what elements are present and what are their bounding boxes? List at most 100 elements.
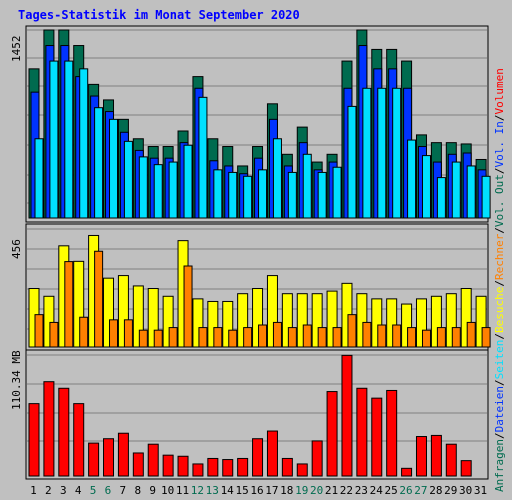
panel2-rechner-bar-day-12 xyxy=(198,327,208,348)
panel1-seiten-bar-day-18 xyxy=(287,171,297,219)
panel3-volumen-bar-day-26 xyxy=(401,467,413,477)
panel2-rechner-bar-day-21 xyxy=(332,327,342,348)
day-label-6: 6 xyxy=(105,484,112,497)
panel1-seiten-bar-day-6 xyxy=(109,118,119,219)
y-max-labels: 1452 456 110.34 MB xyxy=(10,36,23,411)
panel1-seiten-bar-day-24 xyxy=(377,87,387,219)
panel2-rechner-bar-day-16 xyxy=(258,324,268,348)
panel1-seiten-bar-day-29 xyxy=(451,161,461,219)
panel1-seiten-bar-day-23 xyxy=(362,87,372,219)
panel3-volumen-bar-day-7 xyxy=(117,432,129,477)
legend-segment: / xyxy=(493,167,506,174)
panel3-volumen-bar-day-20 xyxy=(311,440,323,477)
panel3-frame xyxy=(25,349,489,480)
panel2-rechner-bar-day-5 xyxy=(94,250,104,348)
panel2-rechner-bar-day-19 xyxy=(302,324,312,348)
panel1-seiten-bar-day-14 xyxy=(228,171,238,219)
panel2-besuche-bar-day-15 xyxy=(237,293,249,348)
panel1-seiten-bar-day-19 xyxy=(302,153,312,219)
day-label-23: 23 xyxy=(355,484,368,497)
day-label-31: 31 xyxy=(474,484,487,497)
panel1-seiten-bar-day-27 xyxy=(421,155,431,219)
panel3-volumen-bar-day-13 xyxy=(207,457,219,477)
panel2-rechner-bar-day-26 xyxy=(407,327,417,348)
day-label-26: 26 xyxy=(399,484,412,497)
legend-segment: Volumen xyxy=(493,68,506,114)
day-label-14: 14 xyxy=(221,484,235,497)
panel3-volumen-bar-day-11 xyxy=(177,455,189,477)
panel3-volumen-bar-day-24 xyxy=(371,397,383,477)
panel2-besuche-bar-day-20 xyxy=(311,293,323,348)
panel1-seiten-bar-day-31 xyxy=(481,175,491,219)
panel2-besuche-bar-day-29 xyxy=(445,293,457,348)
day-label-17: 17 xyxy=(265,484,278,497)
panel1-seiten-bar-day-8 xyxy=(138,156,148,219)
panel2-rechner-bar-day-18 xyxy=(287,327,297,348)
panel1-seiten-bar-day-13 xyxy=(213,169,223,219)
panel2-besuche-bar-day-10 xyxy=(162,295,174,348)
panel1-seiten-bar-day-22 xyxy=(347,105,357,219)
day-label-24: 24 xyxy=(370,484,384,497)
day-label-18: 18 xyxy=(280,484,293,497)
panel1-seiten-bar-day-25 xyxy=(392,87,402,219)
panel2-rechner-bar-day-20 xyxy=(317,327,327,348)
panel3-volumen-bar-day-22 xyxy=(341,354,353,477)
panel3-volumen-bar-day-5 xyxy=(88,442,100,477)
panel2-rechner-bar-day-25 xyxy=(392,324,402,348)
panel1-seiten-bar-day-9 xyxy=(153,164,163,219)
panel3-volumen-bar-day-9 xyxy=(147,443,159,477)
panel3-volumen-bar-day-12 xyxy=(192,463,204,477)
panel2-besuche-bar-day-2 xyxy=(43,295,55,348)
panel2-rechner-bar-day-13 xyxy=(213,327,223,348)
panel2-besuche-bar-day-19 xyxy=(296,293,308,348)
panel2-rechner-bar-day-31 xyxy=(481,327,491,348)
panel1-seiten-bar-day-26 xyxy=(407,139,417,219)
panel2-besuche-bar-day-7 xyxy=(117,275,129,348)
legend-segment: / xyxy=(493,379,506,386)
panel1-frame xyxy=(25,25,489,223)
panel3-max-label: 110.34 MB xyxy=(10,350,23,410)
legend-segment: / xyxy=(493,432,506,439)
day-label-25: 25 xyxy=(385,484,398,497)
panel3-volumen-bar-day-1 xyxy=(28,403,40,477)
panel2-besuche-bar-day-17 xyxy=(266,275,278,348)
panel3-volumen-bar-day-29 xyxy=(445,443,457,477)
legend-segment: / xyxy=(493,114,506,121)
panel1-seiten-bar-day-3 xyxy=(64,60,74,219)
panel2-rechner-bar-day-22 xyxy=(347,314,357,348)
day-label-27: 27 xyxy=(414,484,427,497)
panel2-max-label: 456 xyxy=(10,239,23,259)
panel1-seiten-bar-day-16 xyxy=(258,169,268,219)
panel2-rechner-bar-day-15 xyxy=(243,327,253,348)
panel2-besuche-bar-day-25 xyxy=(386,298,398,348)
day-label-22: 22 xyxy=(340,484,353,497)
legend-text: Anfragen/Dateien/Seiten/Besuche/Rechner/… xyxy=(493,68,506,492)
panel2-rechner-bar-day-10 xyxy=(168,327,178,348)
panel3-volumen-bar-day-27 xyxy=(415,436,427,477)
panel2-rechner-bar-day-24 xyxy=(377,324,387,348)
chart-title: Tages-Statistik im Monat September 2020 xyxy=(18,8,300,22)
panel1-seiten-bar-day-20 xyxy=(317,171,327,219)
panel-frames xyxy=(25,25,489,480)
day-label-9: 9 xyxy=(149,484,156,497)
legend-segment: Vol. Out xyxy=(493,174,506,227)
panel2-rechner-bar-day-3 xyxy=(64,261,74,348)
panel2-rechner-bar-day-11 xyxy=(183,265,193,348)
panel3-volumen-bar-day-16 xyxy=(252,438,264,477)
panel1-seiten-bar-day-21 xyxy=(332,166,342,219)
panel1-seiten-bar-day-30 xyxy=(466,165,476,219)
panel3-volumen-bar-day-4 xyxy=(73,403,85,477)
panel2-rechner-bar-day-7 xyxy=(123,319,133,348)
panel2-rechner-bar-day-23 xyxy=(362,321,372,348)
day-label-12: 12 xyxy=(191,484,204,497)
panel1-seiten-bar-day-17 xyxy=(272,138,282,219)
panel2-besuche-bar-day-16 xyxy=(252,288,264,348)
panel2-rechner-bar-day-9 xyxy=(153,329,163,348)
panel3-volumen-bar-day-25 xyxy=(386,389,398,477)
right-legend: Anfragen/Dateien/Seiten/Besuche/Rechner/… xyxy=(493,68,506,492)
day-label-15: 15 xyxy=(235,484,248,497)
panel3-volumen-bar-day-10 xyxy=(162,454,174,477)
day-label-7: 7 xyxy=(120,484,127,497)
legend-segment: Besuche xyxy=(493,287,506,333)
